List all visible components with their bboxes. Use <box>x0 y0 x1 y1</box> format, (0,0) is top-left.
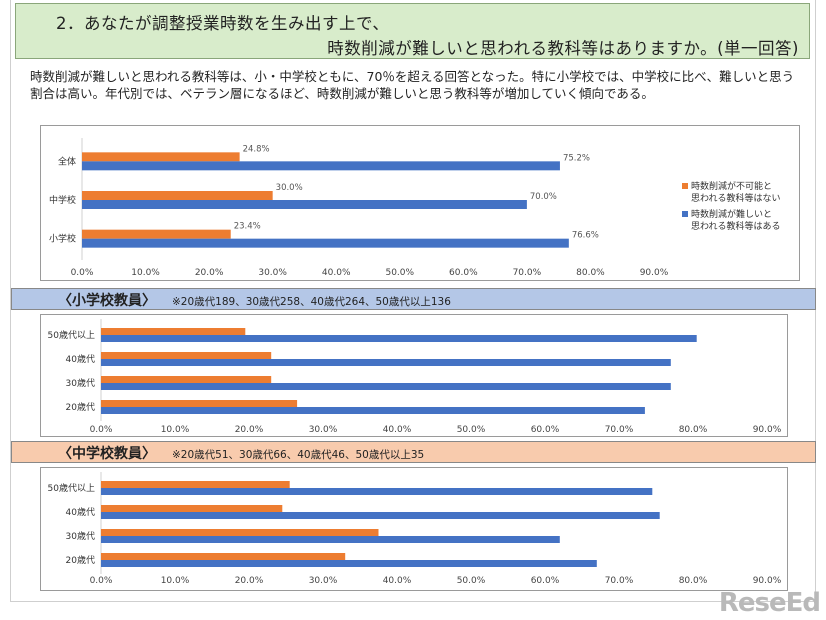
bar <box>82 200 527 209</box>
bar <box>101 407 645 414</box>
x-tick-label: 40.0% <box>383 576 412 586</box>
bar <box>82 238 569 248</box>
bar <box>101 512 660 519</box>
category-label: 50歳代以上 <box>48 329 95 341</box>
title-box: 2．あなたが調整授業時数を生み出す上で、 時数削減が難しいと思われる教科等はあり… <box>15 3 810 59</box>
x-tick-label: 20.0% <box>235 425 264 435</box>
junior-chart-box: 0.0% 10.0% 20.0% 30.0% 40.0% 50.0% 60.0% 70.0% 8… <box>40 467 788 591</box>
x-tick-label: 30.0% <box>309 425 338 435</box>
category-label: 30歳代 <box>66 530 95 542</box>
bar <box>101 488 653 495</box>
bar <box>82 161 560 171</box>
bar <box>101 505 283 512</box>
category-label: 40歳代 <box>66 506 95 518</box>
x-tick-label: 50.0% <box>385 268 414 278</box>
bar <box>101 400 298 407</box>
data-label: 24.8% <box>243 144 270 154</box>
junior-section-title: 〈中学校教員〉 <box>58 446 156 462</box>
resemom-logo: ReseEd <box>718 588 821 618</box>
x-tick-label: 80.0% <box>576 268 605 278</box>
x-tick-label: 90.0% <box>753 425 782 435</box>
x-tick-label: 0.0% <box>90 576 113 586</box>
bar <box>101 383 671 390</box>
legend-entry: 時数削減が不可能と思われる教科等はない <box>691 180 781 204</box>
bar <box>101 560 597 567</box>
x-tick-label: 10.0% <box>131 268 160 278</box>
legend-swatch <box>682 211 688 217</box>
elementary-chart-box: 0.0% 10.0% 20.0% 30.0% 40.0% 50.0% 60.0% 70.0% 8… <box>40 314 788 437</box>
bar <box>101 328 246 335</box>
category-label: 小学校 <box>49 233 76 245</box>
x-tick-label: 90.0% <box>640 268 669 278</box>
data-label: 23.4% <box>234 222 261 232</box>
x-tick-label: 30.0% <box>258 268 287 278</box>
x-tick-label: 20.0% <box>235 576 264 586</box>
category-label: 20歳代 <box>66 401 95 413</box>
category-label: 全体 <box>58 155 76 167</box>
page-title-line2: 時数削減が難しいと思われる教科等はありますか。(単一回答) <box>327 39 799 58</box>
bar <box>101 335 697 342</box>
bar <box>101 481 290 488</box>
data-label: 70.0% <box>530 192 557 202</box>
x-tick-label: 0.0% <box>71 268 94 278</box>
junior-age-chart: 0.0% 10.0% 20.0% 30.0% 40.0% 50.0% 60.0% 70.0% 8… <box>48 472 782 586</box>
elementary-age-chart: 0.0% 10.0% 20.0% 30.0% 40.0% 50.0% 60.0% 70.0% 8… <box>48 319 782 435</box>
bar <box>82 191 273 200</box>
x-tick-label: 80.0% <box>679 576 708 586</box>
bar <box>101 352 272 359</box>
x-tick-label: 20.0% <box>195 268 224 278</box>
x-tick-label: 40.0% <box>322 268 351 278</box>
elementary-section-title: 〈小学校教員〉 <box>58 293 156 309</box>
page-title-line1: 2．あなたが調整授業時数を生み出す上で、 <box>56 14 390 33</box>
x-tick-label: 60.0% <box>449 268 478 278</box>
x-tick-label: 80.0% <box>679 425 708 435</box>
junior-section-counts: ※20歳代51、30歳代66、40歳代46、50歳代以上35 <box>172 449 425 461</box>
category-label: 40歳代 <box>66 353 95 365</box>
overall-chart: 0.0% 10.0% 20.0% 30.0% 40.0% 50.0% 60.0% 70.0% 8… <box>49 138 781 278</box>
overall-chart-box: 0.0% 10.0% 20.0% 30.0% 40.0% 50.0% 60.0% 70.0% 8… <box>40 125 800 281</box>
elementary-section-counts: ※20歳代189、30歳代258、40歳代264、50歳代以上136 <box>172 296 451 308</box>
category-label: 30歳代 <box>66 377 95 389</box>
bar <box>101 536 560 543</box>
bar <box>82 229 231 239</box>
data-label: 76.6% <box>572 231 599 241</box>
x-tick-label: 60.0% <box>531 576 560 586</box>
bar <box>101 359 671 366</box>
x-tick-label: 0.0% <box>90 425 113 435</box>
junior-section-band: 〈中学校教員〉 ※20歳代51、30歳代66、40歳代46、50歳代以上35 <box>11 441 816 463</box>
x-tick-label: 40.0% <box>383 425 412 435</box>
bar <box>101 553 346 560</box>
category-label: 20歳代 <box>66 554 95 566</box>
x-tick-label: 70.0% <box>513 268 542 278</box>
category-label: 50歳代以上 <box>48 482 95 494</box>
x-tick-label: 10.0% <box>161 425 190 435</box>
bar <box>101 376 272 383</box>
x-tick-label: 60.0% <box>531 425 560 435</box>
category-label: 中学校 <box>49 194 76 206</box>
x-tick-label: 70.0% <box>605 576 634 586</box>
x-tick-label: 50.0% <box>457 576 486 586</box>
elementary-section-band: 〈小学校教員〉 ※20歳代189、30歳代258、40歳代264、50歳代以上1… <box>11 288 816 310</box>
legend-swatch <box>682 183 688 189</box>
x-tick-label: 50.0% <box>457 425 486 435</box>
bar <box>82 152 240 162</box>
x-tick-label: 70.0% <box>605 425 634 435</box>
x-tick-label: 90.0% <box>753 576 782 586</box>
x-tick-label: 10.0% <box>161 576 190 586</box>
x-tick-label: 30.0% <box>309 576 338 586</box>
bar <box>101 529 379 536</box>
legend-entry: 時数削減が難しいと思われる教科等はある <box>691 208 781 232</box>
description-text: 時数削減が難しいと思われる教科等は、小・中学校ともに、70％を超える回答となった… <box>30 69 795 101</box>
data-label: 75.2% <box>563 153 590 163</box>
data-label: 30.0% <box>276 183 303 193</box>
